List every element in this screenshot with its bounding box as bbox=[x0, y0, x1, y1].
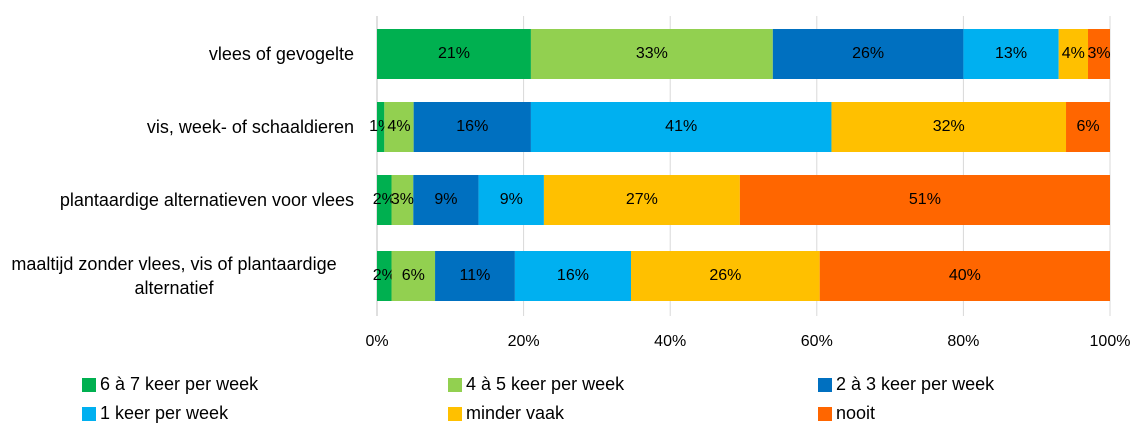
x-tick-label: 80% bbox=[947, 333, 979, 350]
data-label: 41% bbox=[665, 118, 697, 135]
x-tick-label: 0% bbox=[365, 333, 388, 350]
category-label: plantaardige alternatieven voor vlees bbox=[0, 188, 354, 212]
data-label: 4% bbox=[387, 118, 410, 135]
category-text: plantaardige alternatieven voor vlees bbox=[59, 190, 354, 210]
category-text: maaltijd zonder vlees, vis of plantaardi… bbox=[11, 254, 337, 298]
bar-segment bbox=[384, 102, 414, 152]
x-tick-label: 60% bbox=[801, 333, 833, 350]
data-label: 2% bbox=[373, 267, 396, 284]
legend-label: 2 à 3 keer per week bbox=[836, 374, 995, 394]
legend-swatch bbox=[448, 407, 462, 421]
data-label: 4% bbox=[1062, 45, 1085, 62]
legend-label: 6 à 7 keer per week bbox=[100, 374, 259, 394]
category-label: vis, week- of schaaldieren bbox=[0, 115, 354, 139]
data-label: 9% bbox=[500, 191, 523, 208]
legend-label: 4 à 5 keer per week bbox=[466, 374, 625, 394]
bar-segment bbox=[514, 251, 632, 301]
bar-segment bbox=[963, 29, 1059, 79]
data-label: 13% bbox=[995, 45, 1027, 62]
legend-swatch bbox=[82, 407, 96, 421]
bar-segment bbox=[478, 175, 544, 225]
data-label: 32% bbox=[933, 118, 965, 135]
data-label: 6% bbox=[402, 267, 425, 284]
legend-swatch bbox=[818, 407, 832, 421]
data-label: 21% bbox=[438, 45, 470, 62]
data-label: 9% bbox=[434, 191, 457, 208]
bar-segment bbox=[391, 175, 414, 225]
data-label: 6% bbox=[1076, 118, 1099, 135]
data-label: 11% bbox=[460, 267, 491, 284]
bar-segment bbox=[413, 175, 479, 225]
bar-segment bbox=[831, 102, 1067, 152]
bar-segment bbox=[1058, 29, 1089, 79]
x-tick-label: 100% bbox=[1090, 333, 1131, 350]
bar-segment bbox=[377, 102, 385, 152]
data-label: 27% bbox=[626, 191, 658, 208]
legend-swatch bbox=[818, 378, 832, 392]
bar-segment bbox=[530, 102, 832, 152]
bar-segment bbox=[377, 29, 531, 79]
data-label: 16% bbox=[557, 267, 589, 284]
data-label: 3% bbox=[1087, 45, 1110, 62]
data-label: 40% bbox=[949, 267, 981, 284]
bar-segment bbox=[530, 29, 773, 79]
data-label: 26% bbox=[709, 267, 741, 284]
bar-segment bbox=[377, 251, 392, 301]
legend-swatch bbox=[448, 378, 462, 392]
bar-segment bbox=[435, 251, 515, 301]
bar-segment bbox=[772, 29, 964, 79]
x-tick-label: 20% bbox=[508, 333, 540, 350]
bar-segment bbox=[819, 251, 1110, 301]
data-label: 26% bbox=[852, 45, 884, 62]
data-label: 3% bbox=[391, 191, 414, 208]
category-label: vlees of gevogelte bbox=[0, 42, 354, 66]
data-label: 2% bbox=[373, 191, 396, 208]
legend-label: nooit bbox=[836, 403, 875, 423]
data-label: 33% bbox=[636, 45, 668, 62]
data-label: 51% bbox=[909, 191, 941, 208]
legend-label: 1 keer per week bbox=[100, 403, 229, 423]
bar-segment bbox=[543, 175, 740, 225]
bar-segment bbox=[1088, 29, 1110, 79]
legend-swatch bbox=[82, 378, 96, 392]
category-label: maaltijd zonder vlees, vis of plantaardi… bbox=[0, 252, 354, 300]
data-label: 16% bbox=[456, 118, 488, 135]
bar-segment bbox=[1066, 102, 1110, 152]
category-text: vlees of gevogelte bbox=[208, 44, 354, 64]
bar-segment bbox=[739, 175, 1110, 225]
bar-segment bbox=[391, 251, 436, 301]
x-tick-label: 40% bbox=[654, 333, 686, 350]
legend-label: minder vaak bbox=[466, 403, 565, 423]
bar-segment bbox=[413, 102, 531, 152]
category-text: vis, week- of schaaldieren bbox=[146, 117, 354, 137]
bar-segment bbox=[377, 175, 392, 225]
bar-segment bbox=[631, 251, 820, 301]
